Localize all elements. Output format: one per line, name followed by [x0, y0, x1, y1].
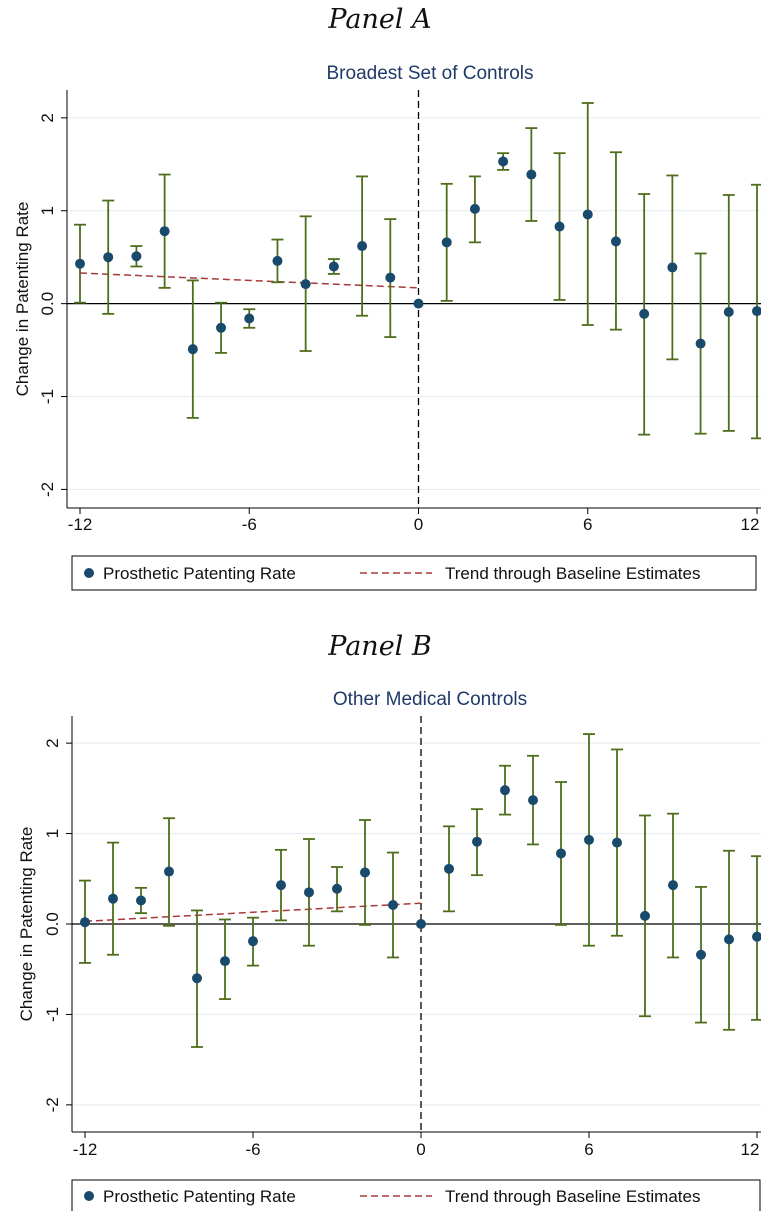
data-point: [498, 156, 509, 167]
legend-label-trend: Trend through Baseline Estimates: [445, 564, 700, 583]
data-point: [187, 344, 198, 355]
x-tick-label: -12: [68, 515, 93, 534]
panel-label: Panel A: [327, 4, 431, 35]
x-tick-label: -6: [245, 1140, 260, 1159]
data-point: [582, 209, 593, 220]
x-tick-label: 0: [416, 1140, 425, 1159]
legend-label-trend: Trend through Baseline Estimates: [445, 1187, 700, 1206]
data-point: [75, 258, 85, 269]
data-point: [723, 307, 734, 318]
data-point: [332, 883, 342, 894]
data-point: [556, 848, 566, 859]
panel-label: Panel B: [327, 631, 431, 662]
data-point: [441, 237, 452, 248]
data-point: [416, 919, 426, 929]
y-tick-label: 2: [38, 113, 57, 122]
data-point: [328, 261, 339, 272]
data-point: [103, 252, 114, 263]
data-point: [413, 298, 424, 309]
data-point: [640, 910, 650, 921]
data-point: [752, 931, 761, 942]
data-point: [304, 887, 314, 898]
data-point: [357, 241, 368, 252]
x-tick-label: 12: [741, 515, 760, 534]
data-point: [554, 221, 565, 232]
data-point: [248, 936, 258, 947]
data-point: [612, 837, 622, 848]
y-tick-label: -1: [38, 389, 57, 404]
data-point: [667, 262, 678, 273]
x-tick-label: 6: [584, 1140, 593, 1159]
data-point: [584, 834, 594, 845]
x-tick-label: -12: [73, 1140, 98, 1159]
chart-title: Other Medical Controls: [333, 689, 527, 710]
data-point: [528, 795, 538, 806]
legend-marker-points: [84, 568, 94, 578]
data-point: [610, 236, 621, 247]
x-tick-label: -6: [242, 515, 257, 534]
data-point: [752, 306, 761, 317]
y-tick-label: -2: [38, 482, 57, 497]
x-tick-label: 0: [414, 515, 423, 534]
data-point: [472, 836, 482, 847]
y-tick-label: -2: [43, 1097, 62, 1112]
data-point: [360, 867, 370, 878]
y-tick-label: 2: [43, 738, 62, 747]
legend: Prosthetic Patenting Rate Trend through B…: [71, 1179, 761, 1211]
y-axis-label: Change in Patenting Rate: [13, 202, 32, 397]
data-point: [385, 272, 396, 283]
data-point: [668, 880, 678, 891]
data-point: [131, 251, 142, 262]
y-tick-label: 1: [38, 206, 57, 215]
trend-line: [79, 272, 419, 289]
data-point: [526, 169, 537, 180]
data-point: [164, 866, 174, 877]
data-point: [639, 308, 650, 319]
data-point: [216, 322, 227, 333]
chart-title: Broadest Set of Controls: [327, 63, 534, 84]
y-tick-label: 1: [43, 829, 62, 838]
x-tick-label: 6: [583, 515, 592, 534]
data-point: [80, 917, 90, 928]
data-point: [220, 956, 230, 967]
legend-box: [71, 555, 757, 591]
y-tick-label: 0.0: [38, 292, 57, 316]
data-point: [192, 973, 202, 984]
data-point: [108, 893, 118, 904]
data-point: [276, 880, 286, 891]
data-point: [136, 895, 146, 906]
legend-label-points: Prosthetic Patenting Rate: [103, 564, 296, 583]
data-point: [244, 313, 255, 324]
data-point: [724, 934, 734, 945]
y-tick-label: 0.0: [43, 912, 62, 936]
legend-label-points: Prosthetic Patenting Rate: [103, 1187, 296, 1206]
data-point: [695, 338, 706, 349]
legend: Prosthetic Patenting Rate Trend through B…: [71, 555, 757, 591]
data-point: [469, 203, 480, 214]
y-axis-label: Change in Patenting Rate: [17, 827, 36, 1022]
data-point: [500, 785, 510, 796]
y-tick-label: -1: [43, 1007, 62, 1022]
data-point: [388, 900, 398, 911]
data-point: [272, 255, 283, 266]
data-point: [444, 863, 454, 874]
legend-marker-points: [84, 1191, 94, 1201]
data-point: [300, 279, 311, 290]
data-point: [159, 226, 170, 237]
x-tick-label: 12: [741, 1140, 760, 1159]
data-point: [696, 949, 706, 960]
